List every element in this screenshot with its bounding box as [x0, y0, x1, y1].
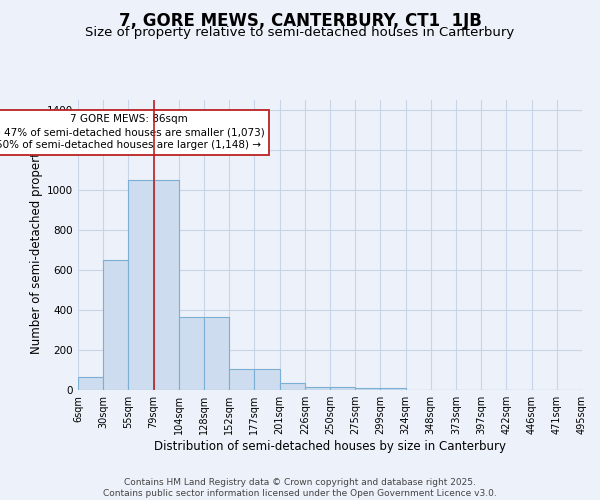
Bar	[380, 388, 406, 390]
Bar	[179, 317, 204, 390]
Bar	[355, 388, 380, 390]
Bar	[280, 383, 305, 390]
Text: 7, GORE MEWS, CANTERBURY, CT1  1JB: 7, GORE MEWS, CANTERBURY, CT1 1JB	[119, 12, 481, 30]
Text: Size of property relative to semi-detached houses in Canterbury: Size of property relative to semi-detach…	[85, 26, 515, 39]
X-axis label: Distribution of semi-detached houses by size in Canterbury: Distribution of semi-detached houses by …	[154, 440, 506, 453]
Bar	[103, 260, 128, 390]
Text: Contains HM Land Registry data © Crown copyright and database right 2025.
Contai: Contains HM Land Registry data © Crown c…	[103, 478, 497, 498]
Bar	[204, 317, 229, 390]
Text: 7 GORE MEWS: 86sqm
← 47% of semi-detached houses are smaller (1,073)
50% of semi: 7 GORE MEWS: 86sqm ← 47% of semi-detache…	[0, 114, 265, 150]
Bar	[305, 387, 330, 390]
Bar	[128, 180, 154, 390]
Y-axis label: Number of semi-detached properties: Number of semi-detached properties	[30, 136, 43, 354]
Bar	[78, 377, 103, 390]
Bar	[254, 369, 280, 390]
Bar	[229, 369, 254, 390]
Bar	[330, 387, 355, 390]
Bar	[154, 180, 179, 390]
